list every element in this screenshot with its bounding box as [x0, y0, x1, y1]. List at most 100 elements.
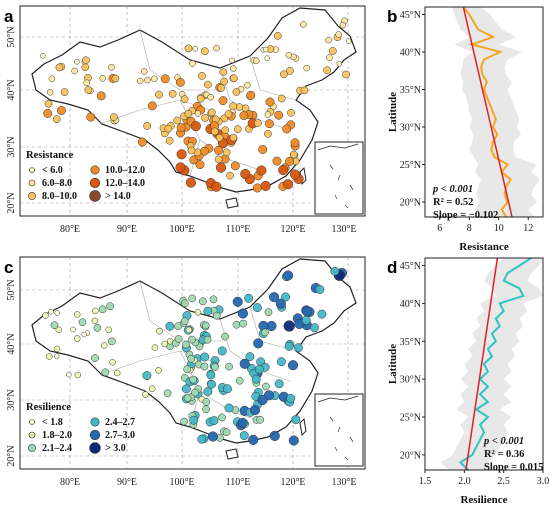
- site-dot: [100, 342, 108, 349]
- site-dot: [91, 317, 99, 325]
- site-dot: [42, 312, 49, 319]
- site-dot: [220, 77, 228, 86]
- site-dot: [301, 315, 311, 325]
- site-dot: [144, 76, 151, 84]
- site-dot: [283, 320, 295, 332]
- chart-d-stat-p: p < 0.001: [483, 436, 524, 447]
- site-dot: [209, 416, 219, 426]
- site-dot: [190, 121, 201, 132]
- site-dot: [289, 150, 298, 159]
- site-dot: [81, 63, 90, 72]
- site-dot: [201, 47, 209, 56]
- taiwan-c: [299, 417, 307, 437]
- site-dot: [207, 108, 216, 117]
- site-dot: [156, 327, 163, 335]
- y-tick-a-2: 30°N: [6, 136, 17, 157]
- site-dot: [251, 374, 261, 384]
- legend-label-a-2: 8.0–10.0: [42, 191, 77, 202]
- x-tick-c-5: 130°E: [331, 477, 356, 488]
- site-dot: [285, 156, 295, 166]
- site-dot: [201, 321, 210, 330]
- fit-line: [465, 257, 499, 471]
- site-dot: [160, 74, 170, 84]
- chart-panel-b: b 6 8 10 12 20°N 25°N 30°N 35°N 40°N 45°N Latitud…: [387, 6, 544, 253]
- site-dot: [213, 44, 220, 52]
- legend-c: Resilience < 1.8 1.8–2.0 2.1–2.4 2.4–2.7…: [26, 402, 135, 454]
- site-dot: [109, 359, 116, 366]
- site-dot: [222, 428, 231, 437]
- legend-swatch-c-0: [29, 419, 35, 425]
- hainan-c: [225, 448, 239, 460]
- site-dot: [223, 384, 232, 394]
- site-dot: [148, 385, 156, 392]
- x-tick-c-1: 90°E: [117, 477, 137, 488]
- site-dot: [261, 328, 269, 337]
- site-dot: [44, 99, 53, 108]
- site-dot: [183, 394, 192, 402]
- site-dot: [92, 307, 99, 315]
- site-dot: [40, 53, 46, 59]
- x-tick-a-4: 120°E: [280, 224, 305, 235]
- site-dot: [207, 379, 216, 389]
- y-tick-label: 25°N: [400, 413, 421, 424]
- x-tick-a-2: 100°E: [169, 224, 194, 235]
- site-dot: [180, 317, 189, 326]
- site-dot: [55, 63, 64, 72]
- site-dot: [224, 403, 234, 413]
- site-dot: [233, 125, 242, 133]
- site-dot: [244, 81, 251, 89]
- site-dot: [246, 90, 256, 100]
- site-dot: [335, 31, 342, 38]
- site-dot: [60, 88, 69, 96]
- site-dot: [187, 354, 196, 363]
- legend-label-a-4: 12.0–14.0: [105, 178, 145, 189]
- site-dot: [189, 415, 199, 425]
- site-dot: [192, 45, 199, 52]
- y-ticks-a: 50°N 40°N 30°N 20°N: [6, 26, 17, 213]
- x-tick-label: 2.5: [497, 476, 510, 487]
- site-dot: [301, 306, 312, 317]
- x-tick-label: 12: [523, 223, 533, 234]
- legend-swatch-c-4: [89, 429, 101, 441]
- site-dot: [73, 311, 81, 318]
- site-dot: [184, 109, 193, 118]
- site-dot: [210, 127, 219, 136]
- map-panel-c: c Resilience < 1.8 1.8–2.0 2.1–2.4 2.4–2…: [4, 256, 366, 488]
- site-dot: [287, 360, 299, 371]
- y-tick-label: 40°N: [400, 299, 421, 310]
- y-tick-a-1: 40°N: [6, 79, 17, 100]
- hainan-a: [225, 197, 239, 209]
- site-dot: [83, 79, 90, 87]
- site-dot: [181, 299, 189, 308]
- legend-swatch-c-1: [28, 431, 36, 439]
- site-dot: [215, 162, 227, 173]
- site-dot: [183, 365, 192, 374]
- site-dot: [84, 86, 93, 94]
- site-dot: [211, 363, 219, 371]
- site-dot: [264, 111, 272, 118]
- x-tick-label: 2.0: [458, 476, 471, 487]
- site-dot: [254, 364, 264, 374]
- fit-line: [462, 6, 513, 218]
- site-dot: [232, 88, 241, 96]
- site-dot: [197, 434, 207, 444]
- y-tick-label: 30°N: [400, 375, 421, 386]
- site-dot: [245, 352, 255, 362]
- x-tick-a-0: 80°E: [60, 224, 80, 235]
- site-dot: [198, 72, 206, 80]
- site-dot: [232, 296, 243, 307]
- site-dot: [196, 94, 205, 103]
- site-dot: [273, 31, 282, 40]
- site-dot: [113, 369, 121, 377]
- site-dot: [280, 70, 288, 79]
- site-dot: [262, 382, 270, 391]
- site-dot: [165, 136, 174, 145]
- site-dot: [52, 115, 61, 124]
- x-tick-label: 10: [494, 223, 504, 234]
- site-dot: [164, 124, 173, 133]
- x-tick-label: 8: [467, 223, 472, 234]
- site-dot: [86, 112, 96, 122]
- site-dot: [217, 346, 227, 356]
- site-dot: [53, 353, 60, 359]
- site-dot: [310, 323, 319, 333]
